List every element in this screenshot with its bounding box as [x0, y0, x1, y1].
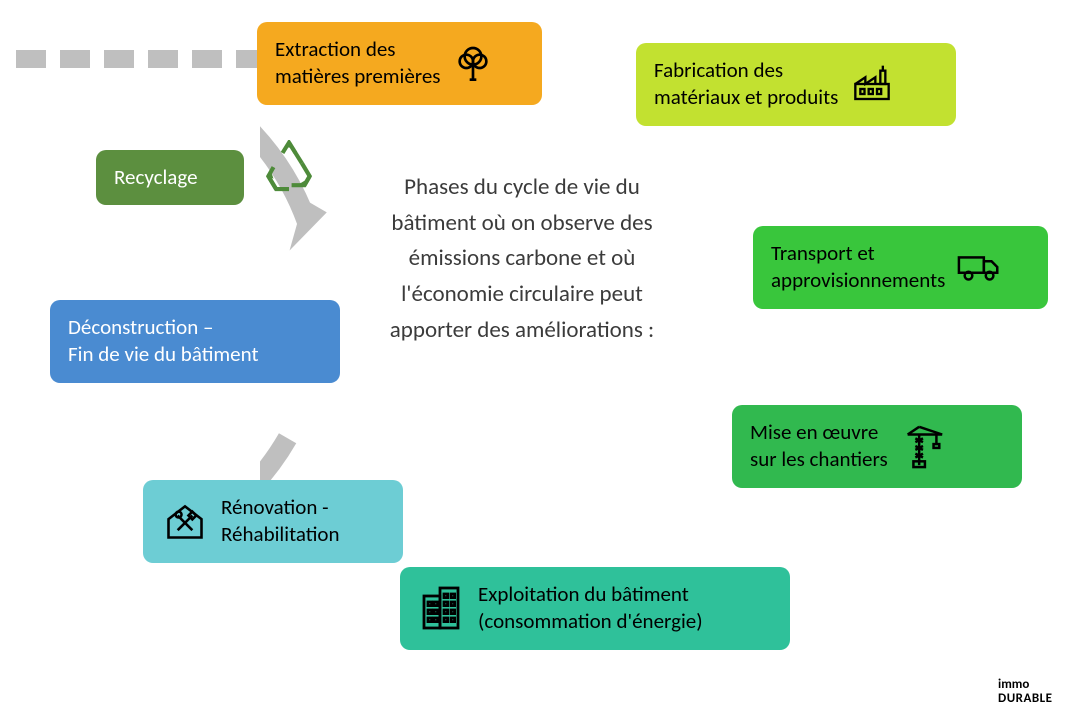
node-exploitation: Exploitation du bâtiment(consommation d'… [400, 567, 790, 650]
crane-icon [900, 422, 946, 470]
node-extraction: Extraction desmatières premières [257, 22, 542, 105]
node-mise_oeuvre: Mise en œuvresur les chantiers [732, 405, 1022, 488]
truck-icon [957, 249, 1003, 285]
tools-icon [161, 499, 209, 543]
node-label: Transport etapprovisionnements [771, 240, 945, 295]
node-label: Exploitation du bâtiment(consommation d'… [478, 581, 703, 636]
node-transport: Transport etapprovisionnements [753, 226, 1048, 309]
building-icon [418, 584, 466, 632]
node-recyclage: Recyclage [96, 150, 244, 205]
tree-icon [453, 43, 493, 83]
node-label: Mise en œuvresur les chantiers [750, 419, 888, 474]
node-renovation: Rénovation -Réhabilitation [143, 480, 403, 563]
node-deconstruction: Déconstruction –Fin de vie du bâtiment [50, 300, 340, 383]
recycle-icon [258, 140, 320, 207]
attribution: immo DURABLE [998, 678, 1053, 707]
node-fabrication: Fabrication desmatériaux et produits [636, 43, 956, 126]
attribution-line2: DURABLE [998, 692, 1053, 706]
node-label: Déconstruction –Fin de vie du bâtiment [68, 314, 259, 369]
node-label: Extraction desmatières premières [275, 36, 441, 91]
node-label: Recyclage [114, 164, 198, 191]
factory-icon [850, 64, 894, 104]
dashed-tail [16, 50, 266, 68]
center-text: Phases du cycle de vie du bâtiment où on… [362, 170, 682, 348]
node-label: Fabrication desmatériaux et produits [654, 57, 838, 112]
attribution-line1: immo [998, 678, 1053, 692]
node-label: Rénovation -Réhabilitation [221, 494, 340, 549]
diagram-stage: Phases du cycle de vie du bâtiment où on… [0, 0, 1068, 717]
